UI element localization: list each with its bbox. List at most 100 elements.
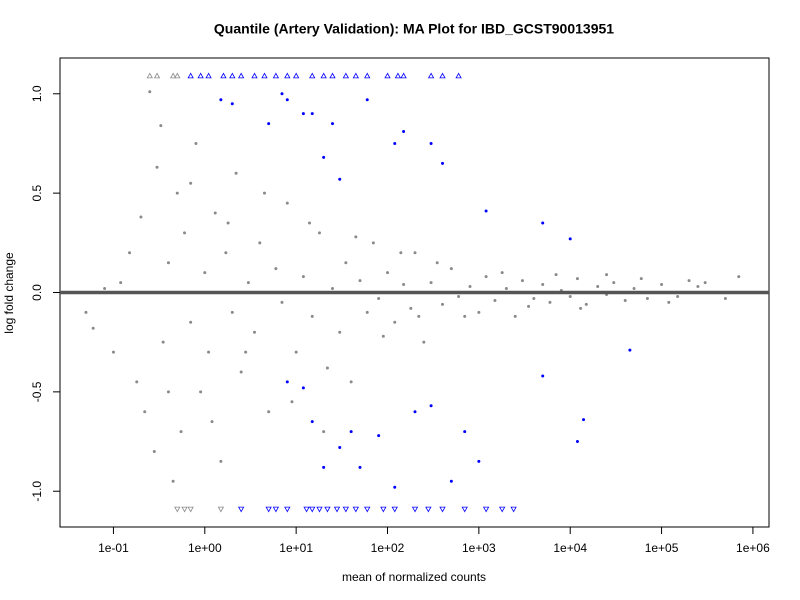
clipped-point [217,506,225,513]
clipped-point [174,72,181,79]
point [402,130,406,134]
point [468,285,472,289]
x-tick-label: 1e+05 [645,541,679,555]
point [317,231,321,235]
point [554,273,558,277]
point [441,161,445,165]
point [171,479,175,483]
point [290,400,294,404]
point [365,98,369,102]
point [322,465,326,469]
clipped-point [439,506,446,513]
x-tick-label: 1e+04 [553,541,587,555]
point [435,261,439,265]
point [696,285,700,289]
point [258,241,262,245]
point [322,155,326,159]
point [377,296,381,300]
point [152,449,156,453]
point [301,275,305,279]
point [377,434,381,438]
point [143,410,147,414]
point [219,98,223,102]
point [623,298,627,302]
point [568,237,572,241]
point [219,459,223,463]
point [325,366,329,370]
x-tick-label: 1e+01 [279,541,313,555]
y-tick-label: -1.0 [30,481,44,502]
point [128,251,132,255]
point [520,279,524,283]
point [687,279,691,283]
point [307,221,311,225]
point [477,459,481,463]
point [703,281,707,285]
point [175,191,179,195]
point [344,261,348,265]
clipped-point [455,72,462,79]
point [596,285,600,289]
clipped-point [169,72,177,79]
y-tick-label: -0.5 [30,381,44,402]
point [513,314,517,318]
clipped-point [329,72,336,79]
point [189,181,193,185]
point [267,122,271,126]
y-tick-label: 0.0 [30,284,44,301]
clipped-point [342,506,350,513]
clipped-point [320,72,327,79]
clipped-point [237,72,245,79]
point [239,370,243,374]
point [349,380,353,384]
point [402,283,406,287]
point [568,294,572,298]
point [213,211,217,215]
point [207,350,211,354]
point [413,251,417,255]
clipped-point [439,72,446,79]
point [183,231,187,235]
y-axis-label: log fold change [2,252,16,334]
point [723,296,727,300]
point [527,304,531,308]
point [477,310,481,314]
point [91,326,95,330]
point [386,271,390,275]
point [331,122,335,126]
clipped-point [510,506,517,513]
point [224,251,228,255]
clipped-point [261,72,268,79]
clipped-point [333,506,341,513]
clipped-point [237,506,245,513]
point [111,350,115,354]
point [371,241,375,245]
point [409,306,413,310]
clipped-point [411,506,419,513]
clipped-point [364,72,371,79]
point [84,310,88,314]
point [234,171,238,175]
point [575,277,579,281]
point [393,141,397,145]
point [252,330,256,334]
clipped-point [342,72,350,79]
point [226,221,230,225]
clipped-point [324,506,331,513]
point [737,275,741,279]
point [338,330,342,334]
point [199,390,203,394]
clipped-point [303,506,310,513]
point [504,287,508,291]
point [579,306,583,310]
point [605,273,609,277]
point [645,296,649,300]
point [393,485,397,489]
clipped-point [284,72,291,79]
clipped-point [153,72,161,79]
point [612,281,616,285]
point [166,390,170,394]
x-tick-label: 1e+02 [371,541,405,555]
